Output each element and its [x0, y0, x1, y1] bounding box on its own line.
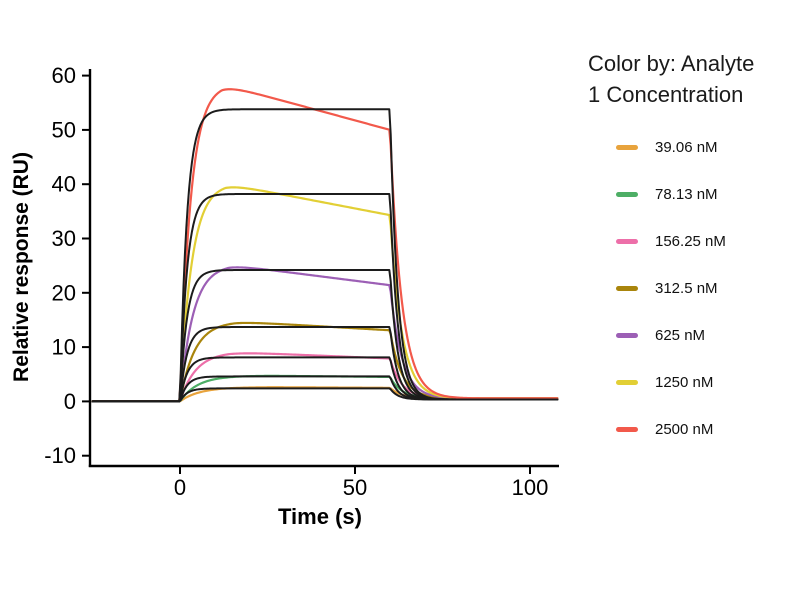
legend-item-label: 1250 nM	[655, 374, 714, 391]
legend-swatch-icon	[616, 333, 638, 338]
legend-swatch-icon	[616, 286, 638, 291]
legend-item: 312.5 nM	[588, 265, 798, 312]
y-tick-label: 50	[52, 117, 76, 142]
legend-swatch-icon	[616, 192, 638, 197]
legend-item-list: 39.06 nM 78.13 nM 156.25 nM 312.5 nM 625 nM 1…	[588, 124, 798, 453]
x-tick-label: 50	[343, 475, 367, 500]
legend-swatch-icon	[616, 145, 638, 150]
y-tick-label: 60	[52, 63, 76, 88]
legend-item: 39.06 nM	[588, 124, 798, 171]
fit-curve-625-nM	[91, 268, 559, 403]
legend-item: 78.13 nM	[588, 171, 798, 218]
y-tick-label: 30	[52, 226, 76, 251]
legend-title-line1: Color by: Analyte	[588, 51, 755, 76]
legend-item: 2500 nM	[588, 406, 798, 453]
legend-title-line2: 1 Concentration	[588, 82, 744, 107]
series-curve-1250-nM	[91, 186, 559, 403]
fit-curve-2500-nM	[91, 108, 559, 403]
legend-swatch-icon	[616, 427, 638, 432]
legend-swatch-icon	[616, 380, 638, 385]
legend-title: Color by: Analyte 1 Concentration	[588, 48, 798, 110]
fit-curve-1250-nM	[91, 192, 559, 403]
legend-item: 156.25 nM	[588, 218, 798, 265]
legend-item-label: 2500 nM	[655, 421, 714, 438]
x-tick-label: 0	[174, 475, 186, 500]
legend-item: 625 nM	[588, 312, 798, 359]
legend-item-label: 625 nM	[655, 327, 706, 344]
series-curve-312.5-nM	[91, 321, 559, 403]
legend-item-label: 156.25 nM	[655, 233, 726, 250]
series-curve-625-nM	[91, 266, 559, 403]
y-tick-label: 10	[52, 335, 76, 360]
y-tick-label: 40	[52, 172, 76, 197]
y-tick-label: 0	[64, 389, 76, 414]
legend-item-label: 312.5 nM	[655, 280, 718, 297]
fit-curve-156.25-nM	[91, 356, 559, 403]
fit-curve-312.5-nM	[91, 326, 559, 403]
legend: Color by: Analyte 1 Concentration 39.06 …	[588, 48, 798, 453]
y-axis-title: Relative response (RU)	[10, 152, 33, 382]
legend-item: 1250 nM	[588, 359, 798, 406]
legend-item-label: 78.13 nM	[655, 186, 718, 203]
series-curve-2500-nM	[91, 88, 559, 403]
y-tick-label: 20	[52, 280, 76, 305]
legend-swatch-icon	[616, 239, 638, 244]
x-tick-label: 100	[512, 475, 549, 500]
x-axis-title: Time (s)	[278, 504, 362, 529]
legend-item-label: 39.06 nM	[655, 139, 718, 156]
y-tick-label: -10	[44, 443, 76, 468]
